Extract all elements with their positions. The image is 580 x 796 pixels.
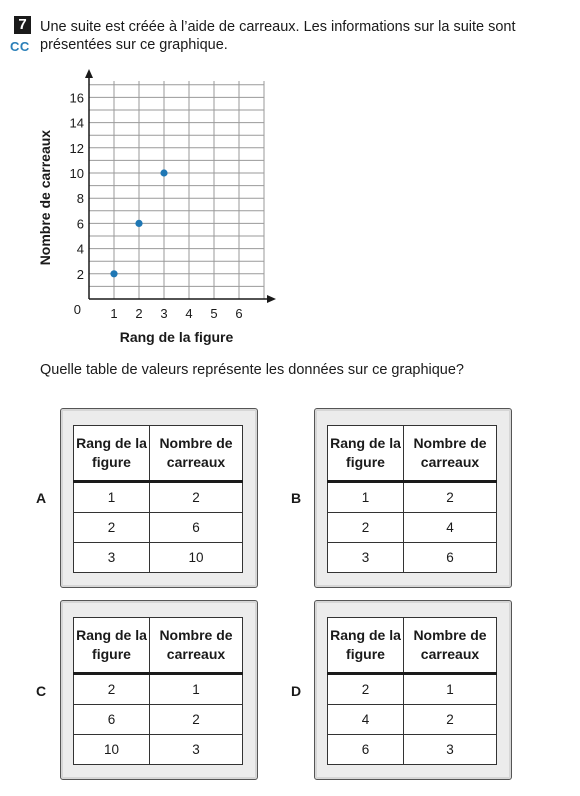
question-prompt: Quelle table de valeurs représente les d…	[40, 362, 464, 378]
table-row: 2 6	[74, 513, 243, 543]
table-row: 2 1	[328, 674, 497, 705]
table-cell: 6	[404, 543, 497, 573]
x-tick-label: 3	[160, 306, 167, 321]
option-d-card[interactable]: Rang de la figure Nombre de carreaux 2 1…	[314, 600, 512, 780]
header-rang: Rang de la figure	[74, 618, 150, 674]
option-d-letter: D	[291, 683, 301, 699]
header-nombre: Nombre de carreaux	[404, 426, 497, 482]
table-row: 2 4	[328, 513, 497, 543]
table-cell: 6	[328, 735, 404, 765]
data-point	[110, 270, 117, 277]
table-cell: 2	[74, 513, 150, 543]
header-nombre: Nombre de carreaux	[150, 426, 243, 482]
option-c-table: Rang de la figure Nombre de carreaux 2 1…	[73, 617, 243, 765]
table-row: 3 6	[328, 543, 497, 573]
header-nombre: Nombre de carreaux	[404, 618, 497, 674]
x-tick-label: 2	[135, 306, 142, 321]
x-tick-label: 5	[210, 306, 217, 321]
option-a-table: Rang de la figure Nombre de carreaux 1 2…	[73, 425, 243, 573]
origin-label: 0	[74, 302, 81, 317]
x-tick-label: 6	[235, 306, 242, 321]
data-point	[160, 169, 167, 176]
option-a-letter: A	[36, 490, 46, 506]
option-d-table: Rang de la figure Nombre de carreaux 2 1…	[327, 617, 497, 765]
y-axis-label: Nombre de carreaux	[37, 130, 53, 266]
y-tick-label: 4	[77, 242, 84, 257]
y-tick-label: 6	[77, 216, 84, 231]
header-rang: Rang de la figure	[74, 426, 150, 482]
header-rang: Rang de la figure	[328, 426, 404, 482]
x-tick-label: 4	[185, 306, 192, 321]
y-tick-label: 8	[77, 191, 84, 206]
table-row: 1 2	[74, 482, 243, 513]
y-tick-label: 14	[70, 116, 84, 131]
table-cell: 2	[328, 674, 404, 705]
table-cell: 10	[150, 543, 243, 573]
table-cell: 2	[74, 674, 150, 705]
option-a-card[interactable]: Rang de la figure Nombre de carreaux 1 2…	[60, 408, 258, 588]
y-axis-arrow	[85, 69, 93, 78]
table-row: 10 3	[74, 735, 243, 765]
table-cell: 6	[74, 705, 150, 735]
option-b-table: Rang de la figure Nombre de carreaux 1 2…	[327, 425, 497, 573]
header-rang: Rang de la figure	[328, 618, 404, 674]
table-row: 3 10	[74, 543, 243, 573]
table-cell: 3	[328, 543, 404, 573]
x-axis-label: Rang de la figure	[120, 329, 234, 345]
table-cell: 6	[150, 513, 243, 543]
table-cell: 1	[328, 482, 404, 513]
option-c-letter: C	[36, 683, 46, 699]
table-cell: 2	[150, 705, 243, 735]
option-c-card[interactable]: Rang de la figure Nombre de carreaux 2 1…	[60, 600, 258, 780]
header-nombre: Nombre de carreaux	[150, 618, 243, 674]
y-tick-label: 16	[70, 90, 84, 105]
y-tick-label: 10	[70, 166, 84, 181]
table-cell: 2	[328, 513, 404, 543]
x-axis-arrow	[267, 295, 276, 303]
table-cell: 3	[404, 735, 497, 765]
table-cell: 10	[74, 735, 150, 765]
table-cell: 2	[404, 705, 497, 735]
y-tick-label: 12	[70, 141, 84, 156]
table-cell: 1	[74, 482, 150, 513]
table-row: 4 2	[328, 705, 497, 735]
table-cell: 1	[404, 674, 497, 705]
table-cell: 4	[328, 705, 404, 735]
table-row: 1 2	[328, 482, 497, 513]
y-tick-label: 2	[77, 267, 84, 282]
table-cell: 1	[150, 674, 243, 705]
option-b-letter: B	[291, 490, 301, 506]
x-tick-label: 1	[110, 306, 117, 321]
table-cell: 2	[150, 482, 243, 513]
option-b-card[interactable]: Rang de la figure Nombre de carreaux 1 2…	[314, 408, 512, 588]
table-row: 6 2	[74, 705, 243, 735]
table-cell: 3	[150, 735, 243, 765]
data-point	[135, 220, 142, 227]
table-cell: 2	[404, 482, 497, 513]
table-cell: 4	[404, 513, 497, 543]
table-cell: 3	[74, 543, 150, 573]
table-row: 6 3	[328, 735, 497, 765]
table-row: 2 1	[74, 674, 243, 705]
